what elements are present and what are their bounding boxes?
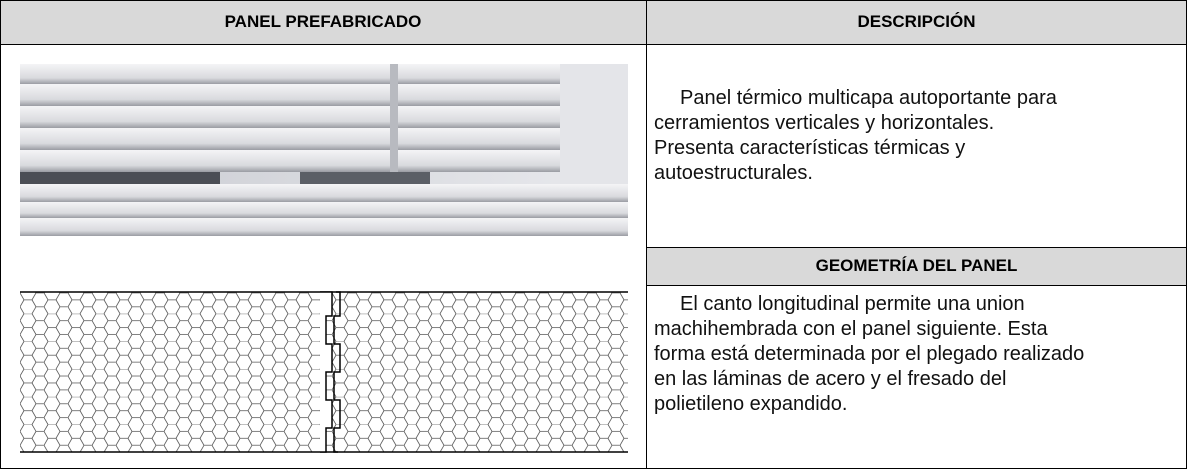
header-cell: GEOMETRÍA DEL PANEL <box>646 247 1187 285</box>
panel-diagram <box>20 291 628 453</box>
header-text: DESCRIPCIÓN <box>857 12 976 31</box>
rule <box>646 0 647 469</box>
rule <box>0 44 1187 45</box>
text-line: machihembrada con el panel siguiente. Es… <box>654 318 1048 340</box>
text-line: forma está determinada por el plegado re… <box>654 343 1085 365</box>
text-line: polietileno expandido. <box>654 393 848 415</box>
text-line: Presenta características térmicas y <box>654 137 966 159</box>
rule <box>646 247 1187 248</box>
header-cell: DESCRIPCIÓN <box>646 0 1187 44</box>
rule <box>0 0 1187 1</box>
text-line: Panel térmico multicapa autoportante par… <box>680 87 1057 109</box>
text-line: cerramientos verticales y horizontales. <box>654 112 995 134</box>
header-text: PANEL PREFABRICADO <box>224 12 422 31</box>
rule <box>646 285 1187 286</box>
text-line: autoestructurales. <box>654 162 813 184</box>
text-line: en las láminas de acero y el fresado del <box>654 368 1007 390</box>
header-cell: PANEL PREFABRICADO <box>0 0 646 44</box>
header-text: GEOMETRÍA DEL PANEL <box>815 256 1018 275</box>
rule <box>0 0 1 469</box>
description-text: Panel térmico multicapa autoportante par… <box>646 80 1187 186</box>
geometry-text: El canto longitudinal permite una union m… <box>646 286 1187 417</box>
panel-photo <box>20 64 628 236</box>
text-line: El canto longitudinal permite una union <box>680 293 1025 315</box>
